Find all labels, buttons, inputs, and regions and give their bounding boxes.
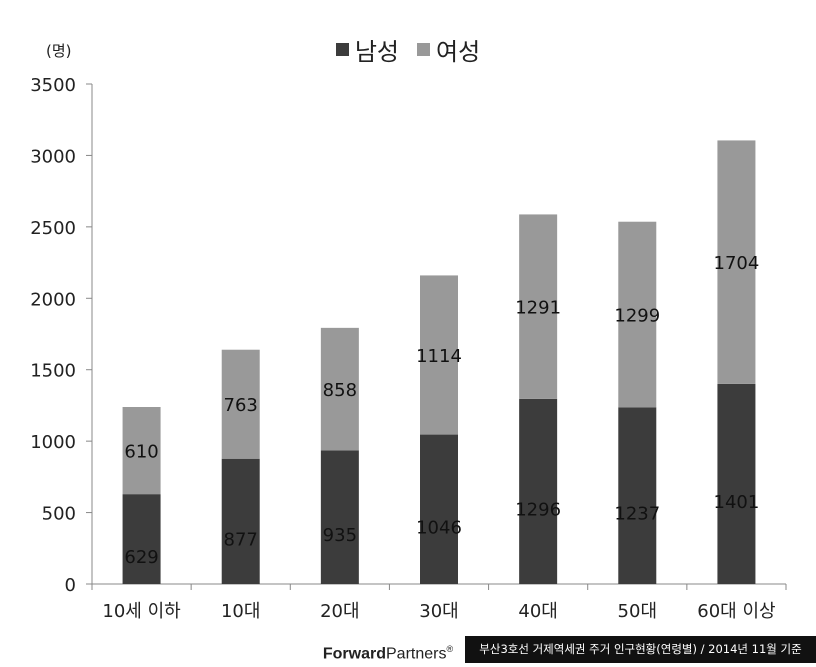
- data-label-male: 629: [124, 547, 158, 568]
- brand-logo: ForwardPartners®: [312, 636, 464, 663]
- bar-female: [618, 221, 657, 408]
- data-label-female: 1704: [714, 253, 760, 274]
- y-tick-label: 3000: [30, 146, 76, 167]
- legend-label-female: 여성: [436, 38, 481, 66]
- x-tick-label: 40대: [518, 601, 557, 622]
- bar-female: [320, 327, 359, 451]
- data-label-female: 858: [323, 380, 357, 401]
- x-tick-label: 60대 이상: [697, 601, 775, 622]
- y-tick-label: 1500: [30, 361, 76, 382]
- data-label-female: 1291: [515, 298, 561, 319]
- data-label-male: 1296: [515, 499, 561, 520]
- source-note: 부산3호선 거제역세권 주거 인구현황(연령별) / 2014년 11월 기준: [465, 636, 816, 663]
- brand-name-rest: Partners: [386, 645, 447, 663]
- y-tick-label: 2500: [30, 218, 76, 239]
- bar-female: [717, 140, 756, 384]
- data-label-male: 1046: [416, 517, 462, 538]
- legend-swatch-male: [335, 43, 349, 56]
- x-tick-label: 50대: [618, 601, 657, 622]
- brand-mark: ®: [446, 644, 454, 654]
- x-tick-label: 10세 이하: [102, 601, 181, 622]
- data-label-female: 763: [224, 395, 258, 416]
- bar-female: [420, 275, 458, 435]
- bar-male: [618, 407, 657, 584]
- bar-male: [519, 398, 558, 584]
- data-label-male: 935: [323, 525, 357, 546]
- legend-label-male: 남성: [354, 38, 399, 66]
- data-label-female: 610: [124, 442, 158, 463]
- brand-name-bold: Forward: [322, 645, 386, 663]
- bar-female: [519, 214, 558, 399]
- legend-item-male: 남성: [335, 32, 399, 67]
- y-tick-label: 0: [65, 575, 76, 596]
- bar-male: [420, 434, 458, 584]
- legend-item-female: 여성: [417, 32, 480, 67]
- bar-male: [717, 383, 756, 584]
- bar-female: [221, 349, 260, 459]
- y-tick-label: 500: [42, 504, 76, 525]
- data-label-male: 1237: [614, 504, 660, 525]
- x-tick-label: 30대: [419, 601, 458, 622]
- bar-male: [221, 458, 260, 584]
- x-tick-label: 20대: [320, 601, 359, 622]
- bar-female: [122, 407, 161, 495]
- bar-male: [122, 494, 161, 584]
- y-tick-label: 2000: [30, 289, 76, 310]
- data-label-male: 877: [224, 529, 258, 550]
- data-label-female: 1299: [614, 306, 660, 327]
- data-label-male: 1401: [714, 492, 760, 513]
- bar-male: [320, 450, 359, 584]
- y-axis-unit: (명): [46, 42, 72, 60]
- x-tick-label: 10대: [221, 601, 260, 622]
- y-tick-label: 3500: [30, 75, 76, 96]
- legend: 남성 여성: [0, 32, 816, 67]
- data-label-female: 1114: [416, 346, 462, 367]
- y-tick-label: 1000: [30, 432, 76, 453]
- legend-swatch-female: [417, 43, 430, 56]
